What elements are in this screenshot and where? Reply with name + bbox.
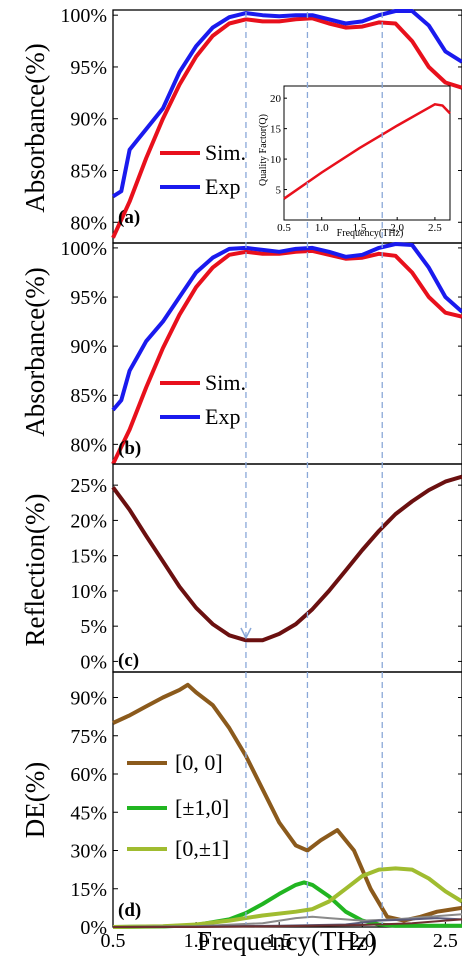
x-tick-label: 2.5 <box>433 930 458 952</box>
x-tick-label: 0.5 <box>101 930 126 952</box>
panel-b-y-axis-label: Absorbance(%) <box>20 267 50 436</box>
x-tick-label: 2.0 <box>350 930 375 952</box>
panel-a-label: (a) <box>118 207 140 228</box>
panel-b-lines <box>111 242 462 465</box>
panel-c-label: (c) <box>118 650 139 671</box>
panel-d-y-ticks: 0% 15% 30% 45% 60% 75% 90% <box>70 688 462 939</box>
panel-b-label: (b) <box>118 438 141 459</box>
panel-d-label: (d) <box>118 900 141 921</box>
legend-0pm1-label: [0,±1] <box>175 836 229 861</box>
y-tick-label: 15% <box>70 879 107 901</box>
inset-x-tick-label: 2.0 <box>390 222 404 234</box>
legend-exp-label-b: Exp <box>205 404 240 429</box>
inset-y-tick-label: 15 <box>270 124 282 136</box>
series-line-sim- <box>111 16 462 239</box>
y-tick-label: 25% <box>70 475 107 497</box>
y-tick-label: 100% <box>60 238 107 260</box>
panel-a: 80% 85% 90% 95% 100% Absorbance(%) (a) Sim. … <box>20 5 462 244</box>
x-tick-label: 1.0 <box>184 930 209 952</box>
series-line-exp <box>111 242 462 412</box>
inset-x-tick-label: 1.0 <box>315 222 329 234</box>
inset-y-tick-label: 20 <box>270 93 282 105</box>
x-tick-label: 1.5 <box>267 930 292 952</box>
y-tick-label: 95% <box>70 287 107 309</box>
y-tick-label: 85% <box>70 161 107 183</box>
inset-y-axis-label: Quality Factor(Q) <box>258 114 269 186</box>
inset-y-tick-label: 5 <box>276 185 282 197</box>
inset-y-tick-label: 10 <box>270 154 282 166</box>
panel-b-legend: Sim. Exp <box>160 370 246 429</box>
y-tick-label: 90% <box>70 109 107 131</box>
legend-pm10-label: [±1,0] <box>175 795 229 820</box>
y-tick-label: 100% <box>60 5 107 27</box>
y-tick-label: 95% <box>70 57 107 79</box>
y-tick-label: 75% <box>70 726 107 748</box>
y-tick-label: 30% <box>70 841 107 863</box>
y-tick-label: 5% <box>80 616 107 638</box>
panel-d-x-ticks: 0.5 1.0 1.5 2.0 2.5 <box>101 922 458 952</box>
y-tick-label: 80% <box>70 434 107 456</box>
panel-d-y-axis-label: DE(%) <box>20 762 50 838</box>
series-line-extra-5 <box>113 918 462 928</box>
panel-c-y-ticks: 0% 5% 10% 15% 20% 25% <box>70 475 462 673</box>
guide-arrow <box>240 627 252 640</box>
inset-x-tick-label: 0.5 <box>277 222 291 234</box>
y-tick-label: 0% <box>80 917 107 939</box>
panel-a-lines <box>111 9 462 239</box>
series-line--0-0- <box>112 682 462 923</box>
panel-c: 0% 5% 10% 15% 20% 25% Reflection(%) (c) <box>20 463 462 673</box>
panel-a-y-ticks: 80% 85% 90% 95% 100% <box>60 5 462 234</box>
y-tick-label: 20% <box>70 510 107 532</box>
y-tick-label: 60% <box>70 764 107 786</box>
panel-b-y-ticks: 80% 85% 90% 95% 100% <box>60 238 462 456</box>
panel-d: 0% 15% 30% 45% 60% 75% 90% 0.5 1.0 1.5 2.0 2.5 DE(… <box>20 671 462 956</box>
legend-sim-label-b: Sim. <box>205 370 246 395</box>
y-tick-label: 45% <box>70 802 107 824</box>
inset-frame <box>283 85 451 221</box>
panel-a-legend: Sim. Exp <box>160 140 246 199</box>
inset-ticks: 0.5 1.0 1.5 2.0 2.5 5 10 15 20 <box>270 93 442 234</box>
legend-exp-label-a: Exp <box>205 174 240 199</box>
inset-x-axis-label: Frequency(THz) <box>337 228 404 239</box>
series-line-exp <box>111 9 462 199</box>
y-tick-label: 90% <box>70 688 107 710</box>
inset-x-tick-label: 2.5 <box>428 222 442 234</box>
y-tick-label: 0% <box>80 651 107 673</box>
legend-00-label: [0, 0] <box>175 750 223 775</box>
series-line--0-1- <box>112 866 462 929</box>
series-line-extra-0 <box>111 474 462 643</box>
y-tick-label: 10% <box>70 581 107 603</box>
inset-x-tick-label: 1.5 <box>353 222 367 234</box>
panel-c-lines <box>111 474 462 643</box>
panel-d-lines <box>112 682 462 929</box>
x-axis-label: Frequency(THz) <box>197 926 377 956</box>
panel-d-legend: [0, 0] [±1,0] [0,±1] <box>127 750 229 861</box>
y-tick-label: 15% <box>70 546 107 568</box>
inset: 0.5 1.0 1.5 2.0 2.5 5 10 15 20 Frequency(THz) Qu… <box>258 85 451 239</box>
y-tick-label: 80% <box>70 212 107 234</box>
legend-sim-label-a: Sim. <box>205 140 246 165</box>
inset-line <box>283 102 451 200</box>
y-tick-label: 85% <box>70 385 107 407</box>
series-line-extra-3 <box>112 913 462 928</box>
panel-b: 80% 85% 90% 95% 100% Absorbance(%) (b) Sim. … <box>20 238 462 465</box>
panel-c-y-axis-label: Reflection(%) <box>20 494 50 647</box>
panel-b-frame <box>112 242 462 465</box>
guide-lines <box>240 12 383 924</box>
panel-a-y-axis-label: Absorbance(%) <box>20 43 50 212</box>
inset-q-line <box>283 102 451 200</box>
y-tick-label: 90% <box>70 336 107 358</box>
series-line-sim- <box>111 248 462 465</box>
